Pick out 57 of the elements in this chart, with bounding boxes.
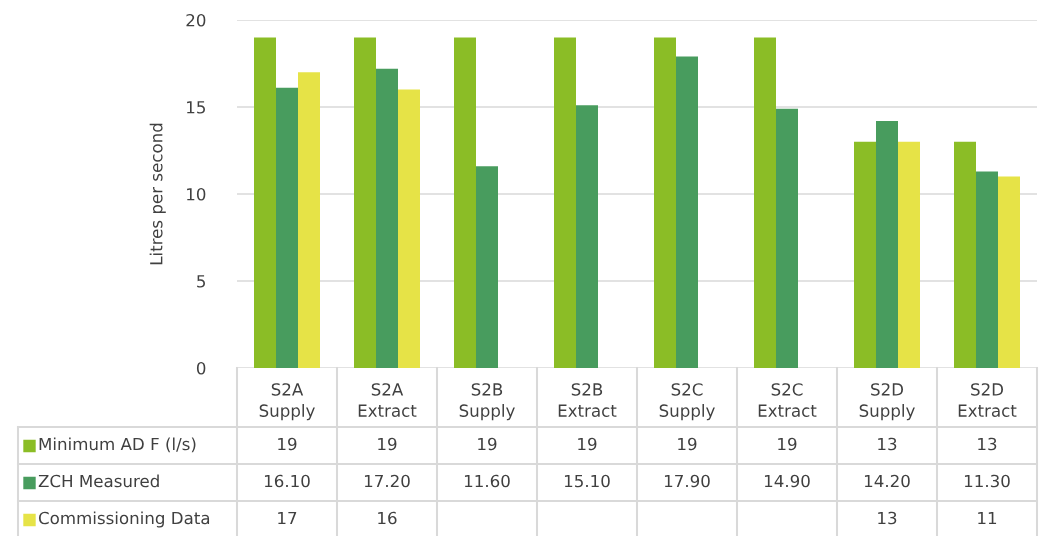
bar: [376, 68, 398, 368]
data-label: 15.10: [564, 474, 610, 488]
y-tick-label: 15: [187, 101, 205, 114]
bar: [476, 166, 498, 368]
bar: [998, 176, 1020, 368]
data-label: 11.60: [464, 474, 510, 488]
data-label: 13: [878, 511, 897, 525]
data-label: 19: [478, 437, 497, 451]
bar: [254, 37, 276, 368]
bar: [676, 56, 698, 368]
x-tick-label: S2C Supply: [659, 383, 715, 421]
data-label: 19: [578, 437, 597, 451]
data-label: 13: [878, 437, 897, 451]
data-label: 19: [278, 437, 297, 451]
bar: [854, 141, 876, 368]
bar: [954, 141, 976, 368]
y-tick-label: 0: [196, 361, 206, 375]
data-label: 19: [678, 437, 697, 451]
bar: [454, 37, 476, 368]
x-tick-label: S2B Extract: [558, 383, 617, 417]
bar: [576, 105, 598, 368]
data-label: 19: [778, 437, 797, 451]
bar: [554, 37, 576, 368]
legend-label: Commissioning Data: [38, 511, 210, 528]
data-label: 17: [278, 511, 297, 525]
x-tick-label: S2D Supply: [859, 383, 915, 421]
y-axis-title: Litres per second: [149, 123, 166, 265]
bar: [754, 37, 776, 368]
data-label: 17.90: [664, 474, 710, 488]
data-label: 13: [978, 437, 997, 451]
data-label: 16: [378, 511, 397, 525]
bar: [976, 171, 998, 368]
bar: [776, 108, 798, 368]
bar: [876, 120, 898, 368]
legend-label: ZCH Measured: [38, 474, 159, 488]
y-tick-label: 20: [186, 13, 206, 27]
legend-label: Minimum AD F (l/s): [39, 437, 196, 453]
x-tick-label: S2A Extract: [358, 383, 417, 417]
bar: [298, 72, 320, 368]
x-tick-label: S2D Extract: [958, 383, 1017, 417]
data-label: 16.10: [264, 474, 310, 488]
bar: [354, 37, 376, 368]
x-tick-label: S2A Supply: [259, 383, 315, 421]
x-tick-label: S2B Supply: [459, 383, 515, 421]
bar: [898, 141, 920, 368]
y-tick-label: 5: [197, 275, 205, 288]
data-label: 14.90: [764, 474, 810, 488]
bar: [276, 87, 298, 368]
bar: [654, 37, 676, 368]
data-label: 17.20: [364, 474, 410, 488]
data-label: 11: [978, 511, 997, 525]
data-label: 14.20: [864, 474, 910, 488]
data-label: 19: [378, 437, 397, 451]
y-tick-label: 10: [187, 187, 206, 201]
bar: [398, 89, 420, 368]
x-tick-label: S2C Extract: [758, 383, 817, 417]
data-label: 11.30: [964, 474, 1010, 488]
